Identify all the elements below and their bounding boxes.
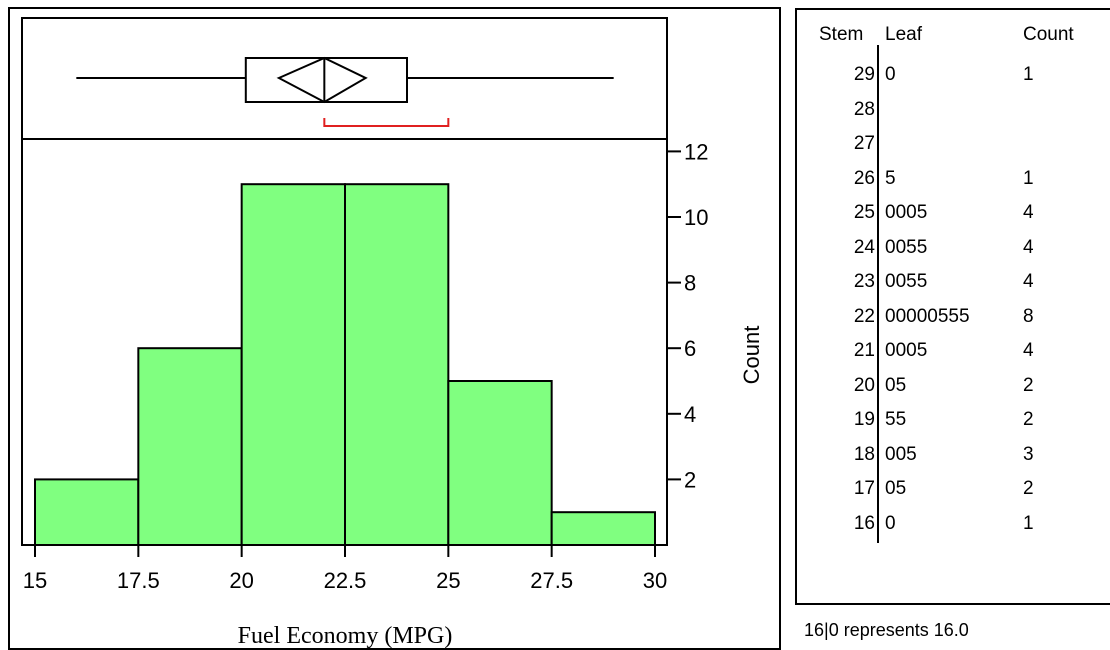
stem-value: 17 bbox=[853, 478, 875, 499]
boxplot-box bbox=[244, 57, 408, 103]
stem-leaf-row: 18 005 3 bbox=[797, 444, 1110, 474]
stem-value: 18 bbox=[853, 443, 875, 465]
leaf-value: 0005 bbox=[885, 202, 928, 223]
count-value: 1 bbox=[1023, 64, 1034, 85]
y-tick-label-5: 12 bbox=[684, 139, 708, 164]
y-axis-label: Count bbox=[739, 326, 764, 385]
stem-leaf-row: 27 bbox=[797, 133, 1110, 163]
leaf-value: 05 bbox=[885, 478, 907, 499]
count-value: 4 bbox=[1023, 271, 1034, 292]
x-tick-label-0: 15 bbox=[23, 568, 47, 593]
stem-leaf-divider bbox=[877, 45, 879, 543]
x-tick-label-3: 22.5 bbox=[324, 568, 367, 593]
stem-leaf-legend: 16|0 represents 16.0 bbox=[804, 620, 969, 640]
leaf-value: 0055 bbox=[885, 236, 928, 258]
count-value: 8 bbox=[1023, 305, 1034, 327]
stem-leaf-row: 22 00000555 8 bbox=[797, 306, 1110, 336]
stem-leaf-row: 23 0055 4 bbox=[797, 271, 1110, 301]
count-value: 2 bbox=[1023, 409, 1034, 430]
leaf-value: 5 bbox=[885, 167, 896, 189]
histogram-bar-1 bbox=[137, 347, 243, 547]
stem-value: 28 bbox=[853, 98, 875, 120]
leaf-value: 0 bbox=[885, 64, 896, 85]
x-tick-label-2: 20 bbox=[229, 568, 253, 593]
stem-leaf-row: 16 0 1 bbox=[797, 513, 1110, 543]
stem-value: 23 bbox=[853, 271, 875, 292]
stem-leaf-row: 21 0005 4 bbox=[797, 340, 1110, 370]
count-value: 2 bbox=[1023, 374, 1034, 396]
stem-value: 20 bbox=[853, 374, 875, 396]
stem-leaf-row: 28 bbox=[797, 99, 1110, 129]
stem-leaf-row: 25 0005 4 bbox=[797, 202, 1110, 232]
x-tick-label-4: 25 bbox=[436, 568, 460, 593]
stem-value: 22 bbox=[853, 305, 875, 327]
stem-leaf-row: 24 0055 4 bbox=[797, 237, 1110, 267]
count-value: 1 bbox=[1023, 167, 1034, 189]
y-tick-label-2: 6 bbox=[684, 336, 696, 361]
stem-leaf-row: 19 55 2 bbox=[797, 409, 1110, 439]
mean-diamond bbox=[276, 56, 368, 104]
stem-column-header: Stem bbox=[819, 24, 864, 45]
stem-value: 21 bbox=[853, 340, 875, 361]
leaf-value: 005 bbox=[885, 443, 917, 465]
leaf-value: 0055 bbox=[885, 271, 928, 292]
x-tick-label-1: 17.5 bbox=[117, 568, 160, 593]
stem-value: 26 bbox=[853, 167, 875, 189]
leaf-value: 55 bbox=[885, 409, 907, 430]
x-tick-label-5: 27.5 bbox=[530, 568, 573, 593]
stem-leaf-row: 20 05 2 bbox=[797, 375, 1110, 405]
shortest-half-bracket bbox=[323, 118, 450, 127]
histogram-bar-5 bbox=[550, 511, 657, 547]
stem-value: 29 bbox=[853, 64, 875, 85]
leaf-value: 0 bbox=[885, 512, 896, 534]
histogram-bar-4 bbox=[447, 380, 553, 546]
stem-value: 27 bbox=[853, 133, 875, 154]
y-tick-label-0: 2 bbox=[684, 467, 696, 492]
leaf-column-header: Leaf bbox=[885, 24, 922, 45]
stem-value: 24 bbox=[853, 236, 875, 258]
x-tick-label-6: 30 bbox=[643, 568, 667, 593]
chart-frame bbox=[8, 7, 781, 650]
stem-leaf-row: 17 05 2 bbox=[797, 478, 1110, 508]
histogram-bar-3 bbox=[344, 183, 450, 546]
y-tick-label-3: 8 bbox=[684, 271, 696, 296]
stem-value: 25 bbox=[853, 202, 875, 223]
x-axis-label: Fuel Economy (MPG) bbox=[238, 623, 453, 649]
leaf-value: 05 bbox=[885, 374, 907, 396]
stem-value: 19 bbox=[853, 409, 875, 430]
y-tick-label-1: 4 bbox=[684, 402, 696, 427]
count-value: 4 bbox=[1023, 202, 1034, 223]
stem-leaf-row: 29 0 1 bbox=[797, 64, 1110, 94]
leaf-value: 0005 bbox=[885, 340, 928, 361]
stem-leaf-row: 26 5 1 bbox=[797, 168, 1110, 198]
count-value: 3 bbox=[1023, 443, 1034, 465]
count-value: 1 bbox=[1023, 512, 1034, 534]
histogram-bar-2 bbox=[240, 183, 347, 546]
y-tick-label-4: 10 bbox=[684, 205, 708, 230]
histogram-chart: 15 17.5 20 22.5 25 27.5 30 2 4 6 8 10 12 Fuel Econo… bbox=[8, 7, 781, 650]
count-column-header: Count bbox=[1023, 24, 1074, 45]
stem-and-leaf-panel: Stem Leaf Count 29 0 1 28 27 26 5 1 25 0005 4 24 005… bbox=[795, 8, 1110, 605]
count-value: 2 bbox=[1023, 478, 1034, 499]
count-value: 4 bbox=[1023, 340, 1034, 361]
leaf-value: 00000555 bbox=[885, 305, 970, 327]
xlabel-gap bbox=[170, 608, 520, 648]
stem-value: 16 bbox=[853, 512, 875, 534]
histogram-bar-0 bbox=[34, 478, 140, 546]
count-value: 4 bbox=[1023, 236, 1034, 258]
